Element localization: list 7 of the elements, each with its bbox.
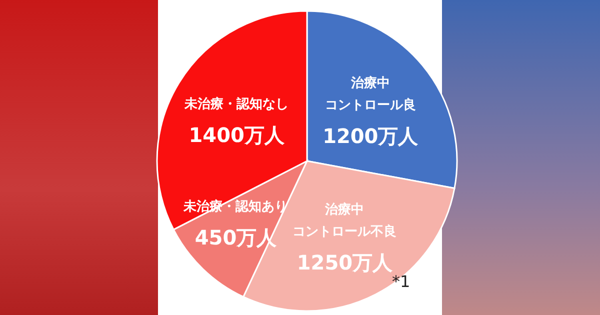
slice-label: 未治療・認知なし (184, 96, 289, 112)
slice-label: 治療中コントロール良 (324, 75, 416, 114)
data-label: 1400万人 (188, 123, 286, 148)
data-label: 1200万人 (322, 124, 420, 148)
data-label: 1250万人 (296, 250, 394, 274)
slice-label: 治療中コントロール不良 (292, 201, 397, 240)
text: *1 (392, 272, 410, 291)
